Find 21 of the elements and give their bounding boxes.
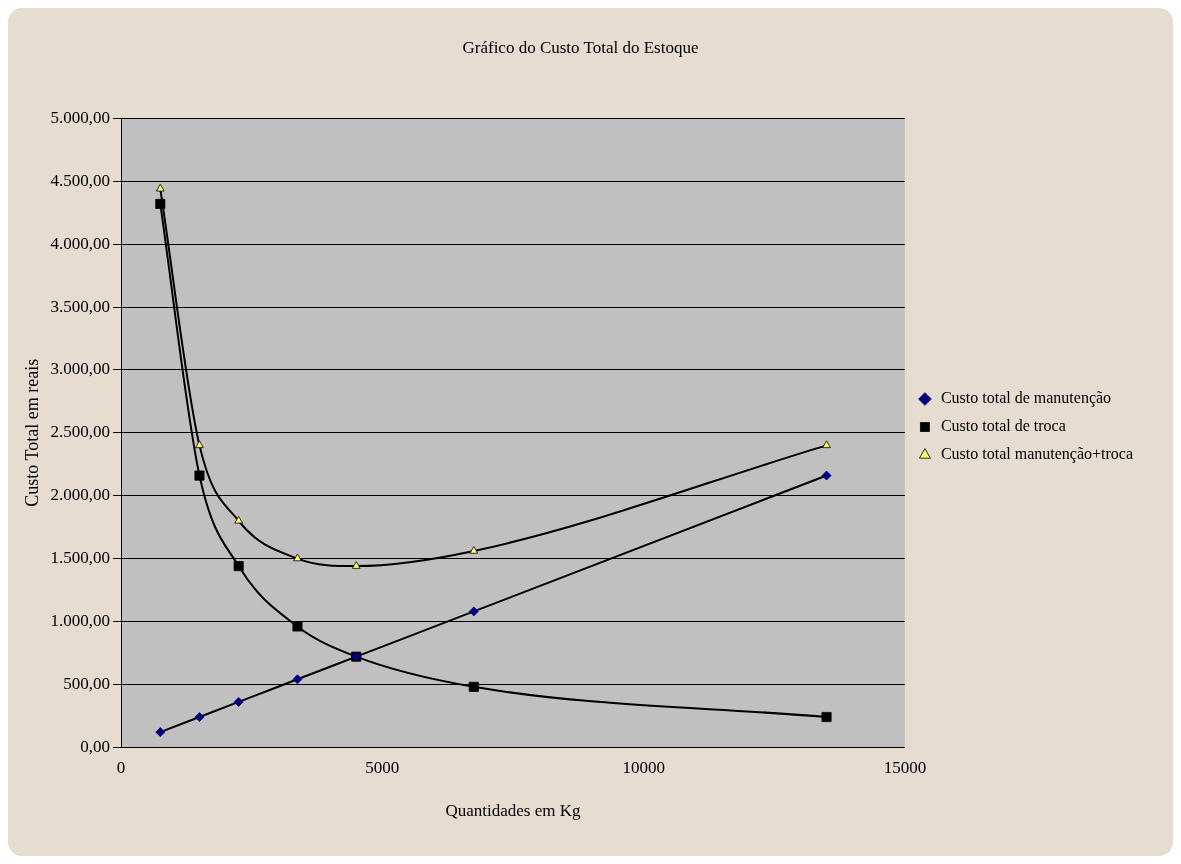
y-tick-label: 500,00 <box>63 673 111 693</box>
x-tick-label: 15000 <box>883 757 927 777</box>
y-tick-label: 5.000,00 <box>50 107 111 127</box>
y-tick-label: 4.500,00 <box>50 170 111 190</box>
x-tick-label: 10000 <box>622 757 665 777</box>
chart-title: Gráfico do Custo Total do Estoque <box>462 37 699 57</box>
x-axis-title: Quantidades em Kg <box>445 801 582 821</box>
y-tick-label: 4.000,00 <box>50 233 111 253</box>
x-tick-label: 5000 <box>365 757 400 777</box>
y-tick-label: 2.000,00 <box>50 485 111 505</box>
y-tick-label: 1.000,00 <box>50 610 111 630</box>
y-tick-label: 3.000,00 <box>50 359 111 379</box>
x-tick-label: 0 <box>116 757 126 777</box>
y-tick-label: 3.500,00 <box>50 296 111 316</box>
legend-label: Custo total de troca <box>940 417 1066 435</box>
legend-label: Custo total de manutenção <box>940 389 1112 408</box>
legend-label: Custo total manutenção+troca <box>940 445 1133 464</box>
y-tick-label: 1.500,00 <box>50 548 111 568</box>
y-tick-label: 0,00 <box>80 736 111 756</box>
y-tick-label: 2.500,00 <box>50 422 111 442</box>
y-axis-title: Custo Total em reais <box>21 358 42 507</box>
